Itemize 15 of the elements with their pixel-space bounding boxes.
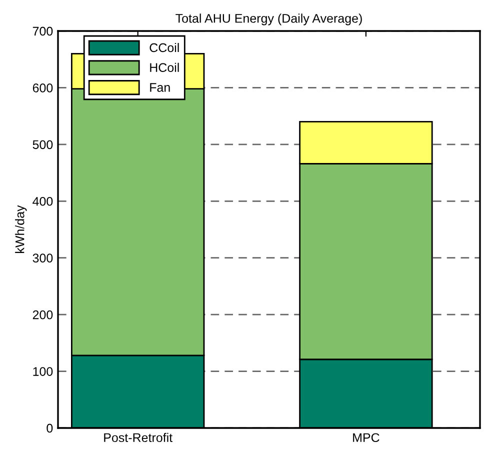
x-tick-label: Post-Retrofit [104,432,172,442]
y-tick-label: 600 [32,84,53,92]
x-tick-label: MPC [353,433,380,442]
y-tick-label: 0 [46,424,53,433]
y-tick-label: 200 [32,310,53,320]
y-tick-label: 400 [32,196,53,206]
legend-label: HCoil [150,62,179,72]
y-tick-label: 500 [32,140,53,150]
chart-title: Total AHU Energy (Daily Average) [176,14,362,26]
legend-label: CCoil [150,42,179,52]
legend-label: Fan [150,83,170,92]
y-tick-label: 100 [33,367,53,376]
y-tick-label: 300 [32,254,53,263]
y-axis-title: kWh/day [15,205,27,253]
y-tick-label: 700 [32,26,53,36]
